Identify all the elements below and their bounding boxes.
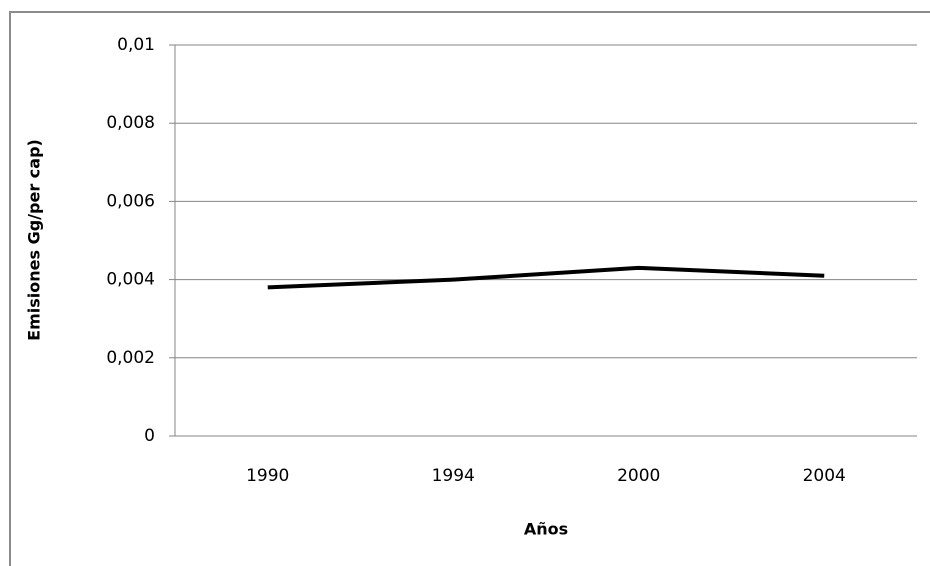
y-tick-label: 0,006 [106, 191, 155, 211]
y-tick-label: 0,004 [106, 270, 155, 290]
y-tick-label: 0,01 [117, 35, 155, 55]
y-axis-title: Emisiones Gg/per cap) [25, 139, 44, 341]
line [267, 265, 825, 290]
x-tick-label: 1994 [432, 466, 475, 486]
chart-frame [9, 11, 930, 566]
x-tick-label: 2000 [617, 466, 660, 486]
x-axis-title: Años [524, 520, 568, 539]
y-tick-label: 0 [144, 426, 155, 446]
x-tick-label: 1990 [246, 466, 289, 486]
y-tick-label: 0,008 [106, 113, 155, 133]
y-tick-label: 0,002 [106, 348, 155, 368]
x-tick-label: 2004 [803, 466, 846, 486]
